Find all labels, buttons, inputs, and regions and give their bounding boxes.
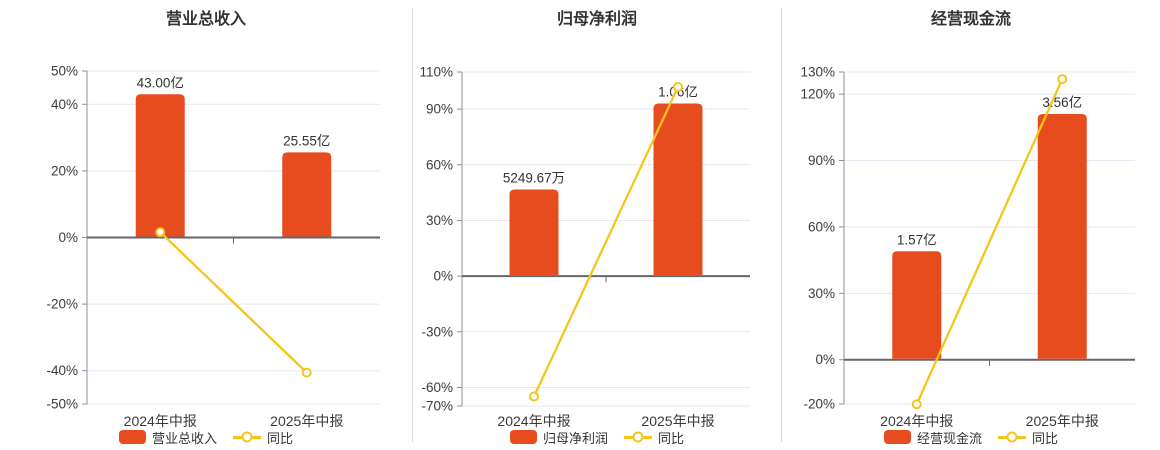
chart-plot: 50% 40% 20% 0% -20% -40% -50% 43.00亿 25.55亿 [46, 64, 380, 412]
bar-value-label: 1.06亿 [658, 85, 698, 100]
y-tick-label: 0% [58, 230, 78, 245]
yoy-line [915, 78, 1064, 405]
y-tick-label: 120% [800, 87, 835, 102]
x-axis-label: 2024年中报 [497, 413, 571, 429]
legend-label: 经营现金流 [916, 430, 982, 446]
bar-value-label: 25.55亿 [283, 133, 330, 148]
line-series-glyph-icon [233, 431, 261, 443]
y-tick-label: 110% [419, 65, 453, 80]
yoy-marker [673, 82, 683, 93]
chart-panel-cash-flow: 经营现金流 130% 120% 90% 60% 30% 0% -20% 1.57亿 3.56亿 … [782, 0, 1160, 450]
yoy-line [159, 231, 308, 374]
legend-label: 同比 [658, 430, 685, 446]
legend-label: 同比 [1032, 430, 1059, 446]
legend-item-bar-series[interactable]: 营业总收入 [118, 428, 217, 447]
y-tick-label: 60% [426, 157, 453, 172]
y-tick-label: -60% [421, 380, 453, 395]
legend-label: 归母净利润 [542, 430, 608, 446]
yoy-marker [301, 367, 312, 378]
y-tick-label: 40% [51, 97, 78, 112]
bar-value-label: 5249.67万 [503, 170, 565, 185]
y-tick-label: 90% [808, 153, 835, 168]
y-tick-label: -30% [421, 324, 453, 339]
bar-2024年中报 [135, 94, 185, 237]
chart-title: 经营现金流 [930, 11, 1011, 28]
y-tick-label: -50% [46, 397, 78, 412]
x-axis-label: 2024年中报 [123, 413, 197, 429]
chart-panel-revenue: 营业总收入 50% 40% 20% 0% -20% -40% -50% 43.00亿 25.55… [0, 0, 412, 450]
bar-series-swatch-icon [509, 430, 537, 444]
x-axis-label: 2025年中报 [270, 413, 344, 429]
x-axis-label: 2024年中报 [880, 413, 954, 429]
legend: 营业总收入 同比 [0, 428, 412, 446]
yoy-marker [1057, 74, 1068, 85]
chart-title: 营业总收入 [165, 11, 246, 28]
bar-2025年中报 [1037, 114, 1087, 359]
y-tick-label: -20% [46, 297, 78, 312]
y-tick-label: 0% [433, 269, 453, 284]
legend-item-bar-series[interactable]: 经营现金流 [883, 428, 982, 447]
y-tick-label: 0% [815, 352, 835, 367]
legend-label: 同比 [267, 430, 294, 446]
legend-item-line-series[interactable]: 同比 [998, 428, 1058, 447]
yoy-marker [529, 391, 539, 402]
y-tick-label: -40% [46, 363, 78, 378]
legend: 归母净利润 同比 [412, 428, 782, 446]
bar-series-swatch-icon [118, 430, 146, 444]
chart-title: 归母净利润 [556, 11, 637, 28]
y-tick-label: -20% [803, 397, 835, 412]
panel-divider [781, 8, 782, 442]
bar-2024年中报 [509, 189, 559, 276]
y-tick-label: 50% [51, 64, 78, 79]
y-tick-label: 130% [800, 65, 835, 80]
chart-plot: 110% 90% 60% 30% 0% -30% -60% -70% 5249.67万 1.06亿 [419, 65, 750, 414]
yoy-marker [155, 227, 166, 238]
bar-2024年中报 [892, 251, 942, 359]
y-tick-label: -70% [421, 399, 453, 414]
y-tick-label: 90% [426, 102, 453, 117]
line-series-glyph-icon [998, 431, 1026, 443]
y-tick-label: 20% [51, 163, 78, 178]
line-series-glyph-icon [624, 431, 652, 443]
legend-item-line-series[interactable]: 同比 [624, 428, 684, 447]
legend-item-bar-series[interactable]: 归母净利润 [509, 428, 608, 447]
y-tick-label: 30% [808, 286, 835, 301]
y-tick-label: 30% [426, 213, 453, 228]
yoy-line [532, 86, 680, 398]
x-axis-label: 2025年中报 [1025, 413, 1099, 429]
x-axis-label: 2025年中报 [641, 413, 715, 429]
bar-2025年中报 [653, 103, 703, 276]
chart-panel-net-profit: 归母净利润 110% 90% 60% 30% 0% -30% -60% -70% 5249.67… [412, 0, 782, 450]
panel-divider [412, 8, 413, 442]
legend: 经营现金流 同比 [782, 428, 1160, 446]
legend-label: 营业总收入 [151, 430, 217, 446]
bar-series-swatch-icon [883, 430, 911, 444]
legend-item-line-series[interactable]: 同比 [233, 428, 293, 447]
bar-value-label: 43.00亿 [137, 75, 184, 90]
bar-2025年中报 [282, 152, 332, 237]
bar-value-label: 1.57亿 [897, 232, 937, 247]
y-tick-label: 60% [808, 219, 835, 234]
yoy-marker [911, 399, 922, 410]
